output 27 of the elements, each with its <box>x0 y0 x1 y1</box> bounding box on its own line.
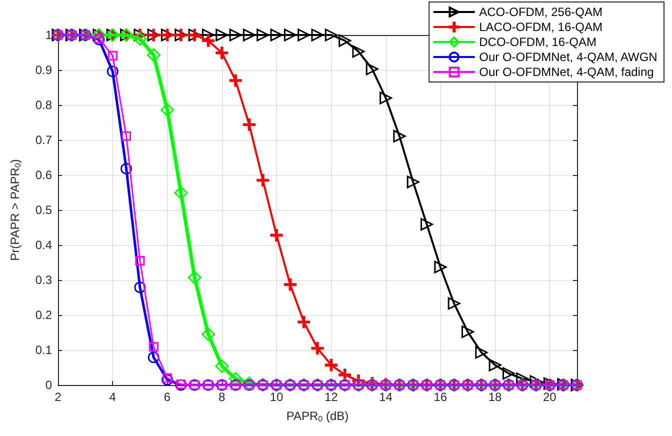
y-tick-label: 0.2 <box>35 308 52 322</box>
y-tick-label: 0.5 <box>35 203 52 217</box>
y-tick-label: 0 <box>45 378 52 392</box>
y-tick-label: 0.6 <box>35 168 52 182</box>
y-tick-label: 0.1 <box>35 343 52 357</box>
x-tick-label: 12 <box>324 390 338 404</box>
legend-label: DCO-OFDM, 16-QAM <box>479 35 596 49</box>
legend-label: ACO-OFDM, 256-QAM <box>479 5 602 19</box>
x-tick-label: 18 <box>488 390 502 404</box>
y-axis-title: Pr(PAPR > PAPR0) <box>8 159 22 261</box>
y-tick-label: 0.4 <box>35 238 52 252</box>
y-tick-label: 1 <box>45 28 52 42</box>
x-tick-label: 20 <box>543 390 557 404</box>
x-tick-label: 6 <box>164 390 171 404</box>
y-tick-label: 0.3 <box>35 273 52 287</box>
legend-label: Our O-OFDMNet, 4-QAM, fading <box>479 65 654 79</box>
y-tick-label: 0.8 <box>35 98 52 112</box>
x-tick-label: 16 <box>434 390 448 404</box>
legend-label: Our O-OFDMNet, 4-QAM, AWGN <box>479 50 658 64</box>
x-tick-label: 4 <box>109 390 116 404</box>
y-tick-label: 0.9 <box>35 63 52 77</box>
y-tick-label: 0.7 <box>35 133 52 147</box>
x-tick-label: 8 <box>218 390 226 404</box>
x-tick-label: 10 <box>270 390 284 404</box>
x-tick-label: 14 <box>379 390 393 404</box>
legend-label: LACO-OFDM, 16-QAM <box>479 20 602 34</box>
x-tick-label: 2 <box>54 390 62 404</box>
